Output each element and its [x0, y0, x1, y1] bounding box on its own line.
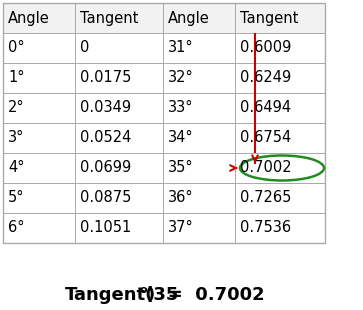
- Text: 37°: 37°: [168, 220, 194, 236]
- Bar: [75, 213, 163, 243]
- Text: 6°: 6°: [8, 220, 24, 236]
- Text: 0.6494: 0.6494: [240, 100, 291, 116]
- Bar: [235, 63, 325, 93]
- Text: 0.0875: 0.0875: [80, 191, 131, 206]
- Text: 0.0524: 0.0524: [80, 131, 131, 145]
- Bar: [163, 3, 235, 33]
- Bar: [235, 123, 325, 153]
- Text: 0.1051: 0.1051: [80, 220, 131, 236]
- Text: 32°: 32°: [168, 70, 194, 86]
- Bar: [235, 213, 325, 243]
- Text: 0.7002: 0.7002: [240, 161, 291, 175]
- Text: Angle: Angle: [8, 11, 50, 25]
- Bar: [3, 3, 75, 33]
- Bar: [163, 93, 235, 123]
- Text: 0.0699: 0.0699: [80, 161, 131, 175]
- Bar: [3, 3, 325, 243]
- Text: 0.6009: 0.6009: [240, 41, 291, 55]
- Bar: [235, 93, 325, 123]
- Bar: [3, 153, 75, 183]
- Bar: [75, 33, 163, 63]
- Text: 0.0349: 0.0349: [80, 100, 131, 116]
- Text: 0.7536: 0.7536: [240, 220, 291, 236]
- Text: 31°: 31°: [168, 41, 193, 55]
- Text: 4°: 4°: [8, 161, 24, 175]
- Bar: [75, 93, 163, 123]
- Bar: [3, 123, 75, 153]
- Text: o: o: [139, 285, 147, 295]
- Text: Tangent(35: Tangent(35: [65, 286, 179, 304]
- Text: Angle: Angle: [168, 11, 210, 25]
- Text: 0.6754: 0.6754: [240, 131, 291, 145]
- Text: 0°: 0°: [8, 41, 25, 55]
- Bar: [235, 33, 325, 63]
- Text: 0.0175: 0.0175: [80, 70, 131, 86]
- Text: 1°: 1°: [8, 70, 24, 86]
- Bar: [75, 183, 163, 213]
- Bar: [75, 123, 163, 153]
- Bar: [3, 33, 75, 63]
- Bar: [163, 183, 235, 213]
- Text: 0.6249: 0.6249: [240, 70, 291, 86]
- Bar: [235, 3, 325, 33]
- Text: 34°: 34°: [168, 131, 193, 145]
- Text: )  =  0.7002: ) = 0.7002: [147, 286, 265, 304]
- Bar: [3, 63, 75, 93]
- Text: 33°: 33°: [168, 100, 193, 116]
- Text: 0.7265: 0.7265: [240, 191, 291, 206]
- Text: 3°: 3°: [8, 131, 24, 145]
- Bar: [3, 183, 75, 213]
- Bar: [3, 213, 75, 243]
- Text: 2°: 2°: [8, 100, 25, 116]
- Text: 0: 0: [80, 41, 89, 55]
- Text: Tangent: Tangent: [80, 11, 138, 25]
- Bar: [163, 213, 235, 243]
- Text: Tangent: Tangent: [240, 11, 298, 25]
- Text: 35°: 35°: [168, 161, 193, 175]
- Text: 36°: 36°: [168, 191, 193, 206]
- Bar: [163, 63, 235, 93]
- Bar: [235, 183, 325, 213]
- Text: 5°: 5°: [8, 191, 24, 206]
- Bar: [75, 63, 163, 93]
- Bar: [235, 153, 325, 183]
- Bar: [75, 3, 163, 33]
- Bar: [163, 153, 235, 183]
- Bar: [75, 153, 163, 183]
- Bar: [163, 33, 235, 63]
- Bar: [3, 93, 75, 123]
- Bar: [163, 123, 235, 153]
